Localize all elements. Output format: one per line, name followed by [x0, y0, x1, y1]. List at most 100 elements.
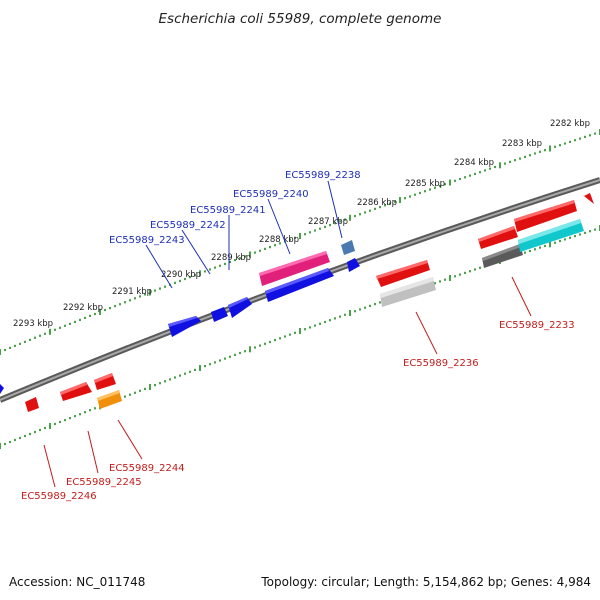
- minor-tick: [84, 316, 86, 319]
- major-tick: [549, 145, 551, 152]
- minor-tick: [594, 228, 596, 231]
- minor-tick: [469, 270, 471, 273]
- minor-tick: [254, 251, 256, 254]
- minor-tick: [214, 361, 216, 364]
- minor-tick: [304, 328, 306, 331]
- accession-text: Accession: NC_011748: [9, 575, 145, 589]
- minor-tick: [204, 270, 206, 273]
- minor-tick: [554, 145, 556, 148]
- minor-tick: [189, 276, 191, 279]
- gene-arrow-ec55989-2240[interactable]: [259, 251, 330, 286]
- minor-tick: [379, 206, 381, 209]
- minor-tick: [314, 229, 316, 232]
- minor-tick: [479, 171, 481, 174]
- gene-arrow-ec55989-2238[interactable]: [341, 240, 355, 255]
- gene-box-light-gray[interactable]: [380, 277, 436, 307]
- minor-tick: [209, 268, 211, 271]
- minor-tick: [174, 376, 176, 379]
- minor-tick: [344, 313, 346, 316]
- major-tick: [249, 251, 251, 258]
- minor-tick: [539, 246, 541, 249]
- gene-arrow-ec55989-2236[interactable]: [376, 260, 430, 287]
- kbp-label-group: 2282 kbp 2283 kbp 2284 kbp 2285 kbp 2286…: [13, 119, 590, 329]
- minor-tick: [339, 315, 341, 318]
- minor-tick: [39, 428, 41, 432]
- minor-tick: [414, 193, 416, 196]
- gene-arrow-red-edge[interactable]: [584, 193, 594, 204]
- minor-tick: [359, 213, 361, 216]
- major-tick: [99, 309, 101, 315]
- major-tick: [249, 346, 251, 353]
- minor-tick: [84, 411, 86, 414]
- minor-tick: [434, 282, 436, 285]
- minor-tick: [39, 334, 41, 337]
- gene-arrow-ec55989-2242[interactable]: [211, 307, 228, 322]
- minor-tick: [589, 230, 591, 233]
- minor-tick: [234, 259, 236, 262]
- minor-tick: [374, 207, 376, 210]
- minor-tick: [69, 417, 71, 420]
- gene-label: EC55989_2241: [190, 205, 266, 216]
- minor-tick: [284, 335, 286, 338]
- minor-tick: [244, 350, 246, 353]
- minor-tick: [164, 380, 166, 383]
- minor-tick: [64, 324, 66, 327]
- major-tick: [149, 289, 151, 296]
- minor-tick: [264, 247, 266, 250]
- minor-tick: [159, 287, 161, 290]
- gene-label: EC55989_2242: [150, 220, 226, 231]
- minor-tick: [34, 336, 36, 339]
- minor-tick: [154, 384, 156, 387]
- minor-tick: [109, 307, 111, 310]
- gene-arrow-ec55989-2241[interactable]: [228, 297, 252, 318]
- major-tick: [399, 197, 401, 203]
- major-tick: [349, 214, 351, 221]
- gene-label: EC55989_2233: [499, 320, 575, 331]
- minor-tick: [429, 188, 431, 191]
- gene-arrow-blue-edge[interactable]: [0, 384, 4, 394]
- minor-tick: [539, 150, 541, 153]
- major-tick: [0, 349, 1, 355]
- minor-tick: [584, 231, 586, 234]
- gene-arrow-small-blue[interactable]: [347, 258, 360, 272]
- gene-arrow-red-mid[interactable]: [478, 226, 518, 249]
- gene-arrow-blue-long[interactable]: [265, 268, 334, 302]
- gene-box-ec55989-2244[interactable]: [97, 390, 122, 409]
- minor-tick: [159, 382, 161, 385]
- gene-box-cyan[interactable]: [518, 219, 584, 252]
- minor-tick: [364, 306, 366, 309]
- gene-box-dark-gray[interactable]: [482, 244, 523, 268]
- kbp-label: 2282 kbp: [550, 119, 590, 129]
- minor-tick: [394, 200, 396, 203]
- minor-tick: [259, 249, 261, 252]
- minor-tick: [314, 324, 316, 327]
- minor-tick: [179, 279, 181, 283]
- minor-tick: [579, 137, 581, 140]
- minor-tick: [339, 220, 341, 223]
- minor-tick: [454, 179, 456, 182]
- gene-arrow-ec55989-2246[interactable]: [25, 397, 39, 412]
- gene-arrow-ec55989-2233[interactable]: [514, 200, 577, 232]
- minor-tick: [359, 308, 361, 311]
- minor-tick: [334, 317, 336, 320]
- gene-arrow-ec55989-2243[interactable]: [168, 316, 201, 337]
- gene-label: EC55989_2238: [285, 170, 361, 181]
- kbp-label: 2286 kbp: [357, 198, 397, 208]
- minor-tick: [484, 169, 486, 172]
- minor-tick: [194, 368, 196, 371]
- minor-tick: [144, 293, 146, 296]
- major-tick: [449, 275, 451, 281]
- minor-tick: [559, 239, 561, 243]
- minor-tick: [464, 271, 466, 274]
- minor-tick: [24, 434, 26, 438]
- kbp-label: 2283 kbp: [502, 139, 542, 149]
- major-tick: [49, 328, 51, 335]
- major-tick: [349, 310, 351, 316]
- major-tick: [199, 270, 201, 277]
- minor-tick: [64, 419, 66, 422]
- gene-arrow-red-small[interactable]: [94, 373, 116, 390]
- kbp-label: 2284 kbp: [454, 158, 494, 168]
- minor-tick: [264, 342, 266, 345]
- forward-features: [168, 240, 360, 337]
- gene-arrow-ec55989-2245[interactable]: [60, 382, 92, 401]
